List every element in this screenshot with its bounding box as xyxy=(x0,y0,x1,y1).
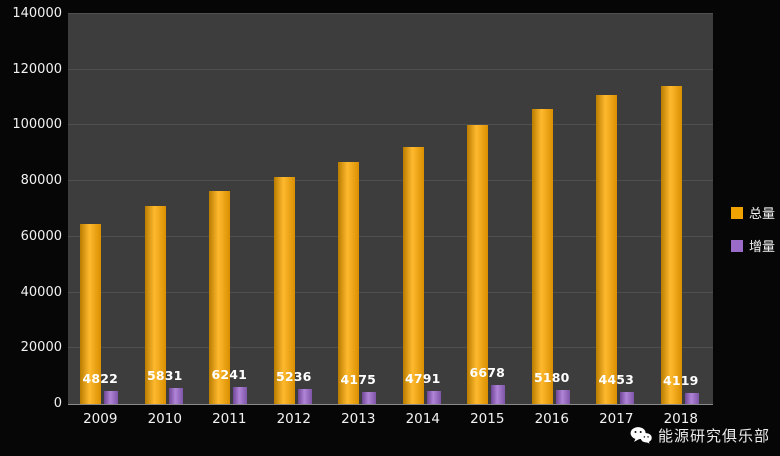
total-bar xyxy=(80,224,102,404)
legend-item-total: 总量 xyxy=(731,203,775,222)
total-bar xyxy=(273,176,295,404)
gridline xyxy=(68,347,713,349)
increment-data-label: 6241 xyxy=(211,366,248,382)
gridline xyxy=(68,13,713,14)
wechat-icon xyxy=(630,426,652,445)
x-axis-tick-label: 2018 xyxy=(663,411,698,427)
legend-label-increment: 增量 xyxy=(749,240,776,255)
increment-bar xyxy=(684,392,699,404)
x-axis-tick-label: 2011 xyxy=(212,411,247,427)
x-axis-tick-label: 2009 xyxy=(83,411,118,427)
increment-data-label: 4175 xyxy=(340,372,377,388)
increment-data-label: 5180 xyxy=(533,369,570,385)
x-axis-tick-label: 2010 xyxy=(147,411,182,427)
increment-data-label: 4791 xyxy=(404,370,441,386)
gridline xyxy=(68,291,713,293)
increment-data-label: 4822 xyxy=(82,370,119,386)
y-axis: 0 20000 40000 60000 80000 100000 120000 140000 xyxy=(0,6,62,411)
gridline xyxy=(68,180,713,182)
increment-data-label: 4453 xyxy=(598,371,635,387)
increment-bar xyxy=(555,389,570,404)
gridline xyxy=(68,235,713,237)
watermark: 能源研究俱乐部 xyxy=(630,425,770,446)
legend: 总量 增量 xyxy=(731,203,775,255)
increment-data-label: 4119 xyxy=(662,372,699,388)
increment-series-swatch xyxy=(731,239,743,252)
x-axis-tick-label: 2012 xyxy=(276,411,311,427)
legend-label-total: 总量 xyxy=(749,207,776,222)
increment-bar xyxy=(104,390,119,404)
y-axis-tick-label: 100000 xyxy=(12,117,62,133)
increment-bar xyxy=(620,391,635,404)
y-axis-tick-label: 120000 xyxy=(12,61,62,77)
total-bar xyxy=(531,108,553,404)
increment-bar xyxy=(491,385,506,404)
x-axis-tick-label: 2013 xyxy=(341,411,376,427)
total-bar xyxy=(209,190,231,404)
increment-bar xyxy=(362,392,377,404)
y-axis-tick-label: 20000 xyxy=(20,340,62,356)
x-axis-tick-label: 2016 xyxy=(534,411,569,427)
total-bar xyxy=(338,161,360,404)
plot-area: 4822 5831 6241 5236 4175 4791 6678 5180 4453 4119 xyxy=(68,13,713,405)
total-bar xyxy=(144,206,166,404)
total-bar xyxy=(467,124,489,404)
increment-data-label: 5831 xyxy=(146,367,183,383)
x-axis: 2009 2010 2011 2012 2013 2014 2015 2016 2017 2018 xyxy=(68,409,713,433)
increment-data-label: 5236 xyxy=(275,369,312,385)
watermark-text: 能源研究俱乐部 xyxy=(657,427,770,445)
x-axis-tick-label: 2014 xyxy=(405,411,440,427)
increment-bar xyxy=(426,390,441,404)
y-axis-tick-label: 40000 xyxy=(20,284,62,300)
y-axis-tick-label: 80000 xyxy=(20,173,62,189)
x-axis-tick-label: 2017 xyxy=(599,411,634,427)
x-axis-tick-label: 2015 xyxy=(470,411,505,427)
total-bar xyxy=(660,86,682,404)
legend-item-increment: 增量 xyxy=(731,236,775,255)
total-bar xyxy=(596,94,618,404)
y-axis-tick-label: 0 xyxy=(53,396,62,411)
total-series-swatch xyxy=(731,206,743,219)
y-axis-tick-label: 60000 xyxy=(20,228,62,244)
increment-data-label: 6678 xyxy=(469,365,506,381)
total-bar xyxy=(402,146,424,404)
increment-bar xyxy=(297,389,312,404)
increment-bar xyxy=(233,386,248,404)
y-axis-tick-label: 140000 xyxy=(12,6,62,21)
gridline xyxy=(68,124,713,126)
gridline xyxy=(68,68,713,70)
increment-bar xyxy=(168,387,183,404)
